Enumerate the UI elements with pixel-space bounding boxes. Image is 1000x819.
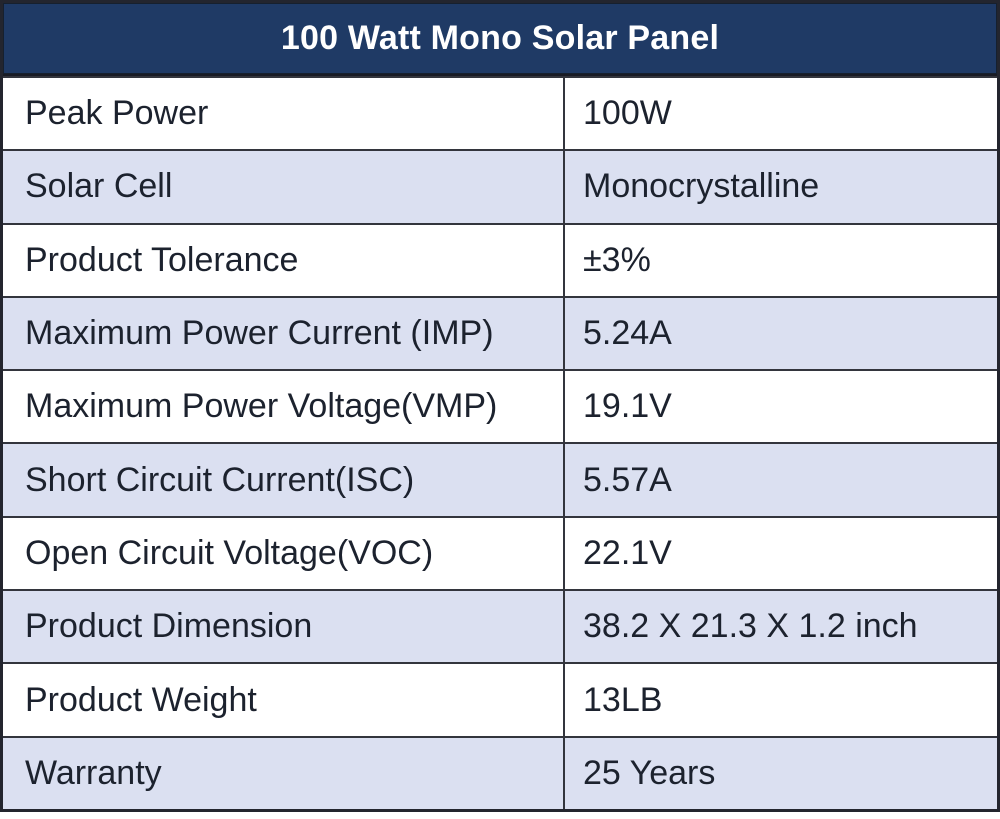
spec-value-cell: 38.2 X 21.3 X 1.2 inch: [583, 607, 918, 646]
table-row-peak-power: Peak Power 100W: [3, 76, 997, 150]
table-row-short-circuit-current: Short Circuit Current(ISC) 5.57A: [3, 442, 997, 516]
table-row-max-power-voltage: Maximum Power Voltage(VMP) 19.1V: [3, 369, 997, 443]
spec-label-cell: Product Weight: [3, 664, 565, 736]
table-row-open-circuit-voltage: Open Circuit Voltage(VOC) 22.1V: [3, 515, 997, 590]
spec-label-cell: Product Dimension: [3, 591, 565, 663]
spec-value-cell: Monocrystalline: [583, 167, 820, 206]
table-row-product-weight: Product Weight 13LB: [3, 662, 997, 736]
spec-value-cell: 22.1V: [583, 533, 672, 572]
spec-label-cell: Product Tolerance: [3, 224, 565, 296]
spec-value-cell: 5.57A: [583, 460, 672, 499]
spec-label-cell: Open Circuit Voltage(VOC): [3, 517, 565, 590]
spec-value-cell: 25 Years: [583, 753, 716, 792]
spec-value-cell: 5.24A: [583, 314, 672, 353]
page-title: 100 Watt Mono Solar Panel: [280, 19, 720, 57]
spec-value-cell: 100W: [583, 94, 672, 133]
table-row-warranty: Warranty 25 Years: [3, 735, 997, 809]
spec-value-cell: ±3%: [583, 240, 651, 279]
spec-label-cell: Maximum Power Voltage(VMP): [3, 371, 565, 443]
table-header: 100 Watt Mono Solar Panel: [3, 3, 997, 76]
table-row-product-tolerance: Product Tolerance ±3%: [3, 222, 997, 296]
spec-label-cell: Maximum Power Current (IMP): [3, 297, 565, 370]
spec-label-cell: Short Circuit Current(ISC): [3, 444, 565, 516]
table-row-product-dimension: Product Dimension 38.2 X 21.3 X 1.2 inch: [3, 589, 997, 663]
table-row-max-power-current: Maximum Power Current (IMP) 5.24A: [3, 295, 997, 370]
spec-label-cell: Warranty: [3, 737, 565, 809]
spec-label-cell: Peak Power: [3, 78, 565, 150]
table-row-solar-cell: Solar Cell Monocrystalline: [3, 149, 997, 223]
spec-value-cell: 13LB: [583, 680, 663, 719]
spec-value-cell: 19.1V: [583, 387, 672, 426]
spec-label-cell: Solar Cell: [3, 151, 565, 223]
